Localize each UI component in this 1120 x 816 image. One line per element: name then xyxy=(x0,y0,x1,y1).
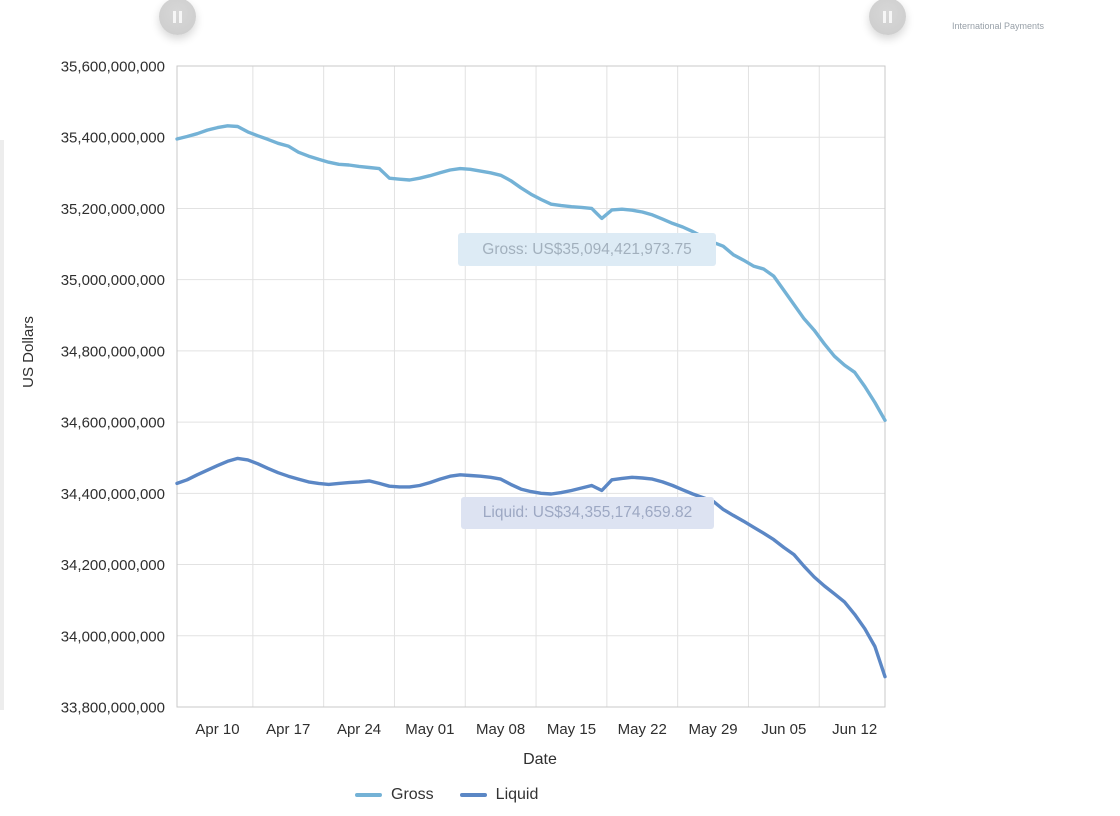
x-tick-label: Jun 12 xyxy=(832,721,877,738)
y-tick-label: 34,400,000,000 xyxy=(61,486,165,503)
x-axis-title: Date xyxy=(523,751,557,768)
y-tick-label: 33,800,000,000 xyxy=(61,700,165,717)
y-tick-label: 34,200,000,000 xyxy=(61,557,165,574)
x-tick-label: May 15 xyxy=(547,721,596,738)
x-tick-label: Jun 05 xyxy=(761,721,806,738)
legend-label-liquid: Liquid xyxy=(495,786,539,803)
plot-border xyxy=(176,65,886,708)
liquid-line[interactable] xyxy=(175,456,887,679)
x-tick-label: Apr 17 xyxy=(266,721,310,738)
pause-button-right[interactable] xyxy=(869,0,906,35)
pause-icon xyxy=(173,10,182,23)
legend-item-liquid[interactable]: Liquid xyxy=(459,786,539,804)
gross-tooltip: Gross: US$35,094,421,973.75 xyxy=(458,233,716,266)
x-tick-label: May 29 xyxy=(688,721,737,738)
y-tick-label: 35,000,000,000 xyxy=(61,272,165,289)
legend-item-gross[interactable]: Gross xyxy=(355,786,434,804)
x-tick-label: May 08 xyxy=(476,721,525,738)
x-tick-label: May 01 xyxy=(405,721,454,738)
y-tick-label: 34,800,000,000 xyxy=(61,343,165,360)
y-axis-title: US Dollars xyxy=(20,316,37,388)
gross-line-swatch xyxy=(355,793,382,797)
y-tick-label: 35,600,000,000 xyxy=(61,59,165,76)
pause-icon xyxy=(883,10,892,23)
watermark-label: International Payments xyxy=(952,21,1045,31)
x-tick-label: May 22 xyxy=(618,721,667,738)
x-tick-label: Apr 10 xyxy=(195,721,239,738)
liquid-line-swatch xyxy=(459,793,487,797)
gross-line[interactable] xyxy=(175,124,887,422)
y-tick-label: 35,400,000,000 xyxy=(61,130,165,147)
legend-label-gross: Gross xyxy=(391,786,434,803)
y-tick-label: 35,200,000,000 xyxy=(61,201,165,218)
window-edge xyxy=(0,140,4,710)
pause-button-left[interactable] xyxy=(159,0,196,35)
liquid-tooltip: Liquid: US$34,355,174,659.82 xyxy=(461,497,714,529)
legend: Gross Liquid xyxy=(355,786,538,804)
y-tick-label: 34,000,000,000 xyxy=(61,628,165,645)
y-tick-label: 34,600,000,000 xyxy=(61,415,165,432)
x-tick-label: Apr 24 xyxy=(337,721,381,738)
